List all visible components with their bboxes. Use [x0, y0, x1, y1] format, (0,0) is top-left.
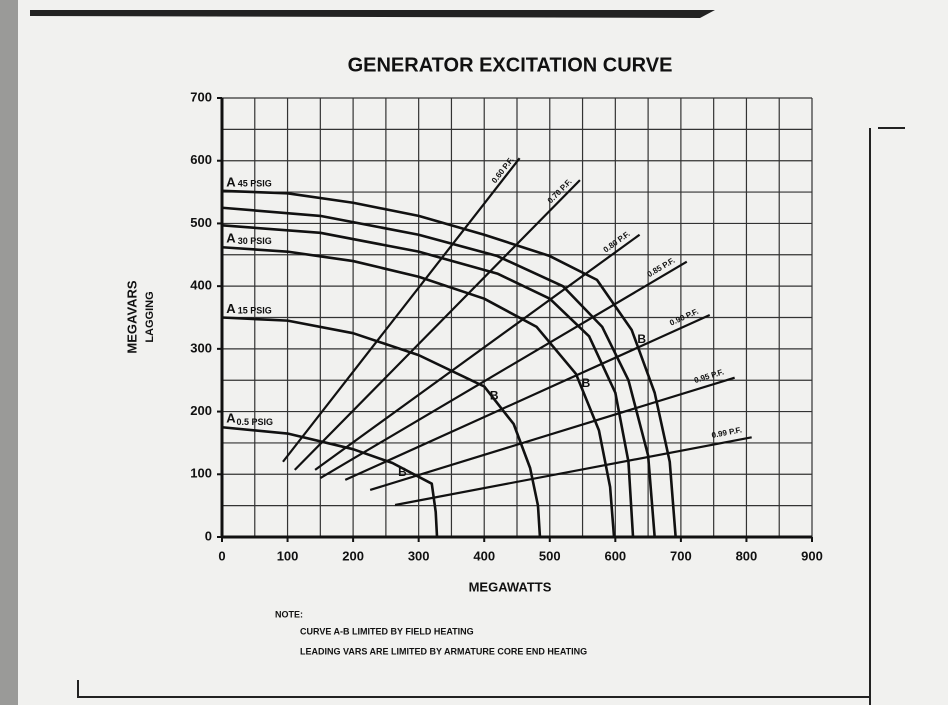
x-tick-label: 300: [408, 548, 430, 563]
pf-line: [282, 157, 521, 463]
point-label-a: A: [226, 411, 236, 426]
frame-right: [869, 127, 905, 705]
x-tick-label: 700: [670, 548, 692, 563]
curve-label: 15 PSIG: [238, 305, 272, 315]
pf-line: [344, 313, 711, 481]
pf-line: [293, 179, 581, 471]
x-tick-label: 900: [801, 548, 823, 563]
capability-curve: [221, 425, 439, 538]
note-heading: NOTE:: [275, 609, 303, 619]
scan-top-bar: [30, 10, 715, 18]
y-tick-label: 0: [205, 528, 212, 543]
pf-line: [369, 376, 735, 492]
x-tick-label: 200: [342, 548, 364, 563]
x-tick-label: 500: [539, 548, 561, 563]
y-axis-sublabel: LAGGING: [144, 291, 156, 342]
capability-curve: [221, 189, 677, 538]
capability-curve: [221, 316, 542, 538]
point-label-b: B: [398, 465, 407, 479]
point-label-b: B: [582, 376, 591, 390]
capability-curve: [221, 206, 656, 538]
pf-line: [394, 436, 752, 507]
x-tick-label: 100: [277, 548, 299, 563]
capability-curve: [221, 224, 635, 538]
capability-curve: [221, 245, 616, 538]
y-tick-label: 500: [190, 215, 212, 230]
y-tick-label: 200: [190, 403, 212, 418]
y-tick-label: 600: [190, 152, 212, 167]
x-tick-label: 600: [604, 548, 626, 563]
y-tick-label: 400: [190, 278, 212, 293]
plot: 0 100 200 300 400 500 600 700 800 900 0 100 200 300 40…: [190, 89, 823, 563]
curve-label: 0.5 PSIG: [237, 417, 274, 427]
x-axis-label: MEGAWATTS: [469, 579, 552, 594]
point-label-b: B: [490, 389, 499, 403]
curve-label: 30 PSIG: [238, 236, 272, 246]
y-axis-label: MEGAVARS: [124, 280, 139, 354]
frame-bottom: [77, 680, 870, 698]
note-line: CURVE A-B LIMITED BY FIELD HEATING: [300, 626, 474, 636]
x-tick-label: 800: [736, 548, 758, 563]
y-tick-label: 300: [190, 340, 212, 355]
point-label-a: A: [226, 174, 236, 189]
pf-line: [319, 260, 688, 479]
point-label-b: B: [637, 332, 646, 346]
y-tick-label: 100: [190, 466, 212, 481]
x-tick-label: 400: [473, 548, 495, 563]
chart-title: GENERATOR EXCITATION CURVE: [348, 54, 673, 76]
curve-label: 45 PSIG: [238, 178, 272, 188]
note-line: LEADING VARS ARE LIMITED BY ARMATURE COR…: [300, 646, 587, 656]
y-tick-label: 700: [190, 89, 212, 104]
point-label-a: A: [226, 301, 236, 316]
point-label-a: A: [226, 231, 236, 246]
x-tick-label: 0: [218, 548, 225, 563]
scan-edge: [0, 0, 18, 705]
